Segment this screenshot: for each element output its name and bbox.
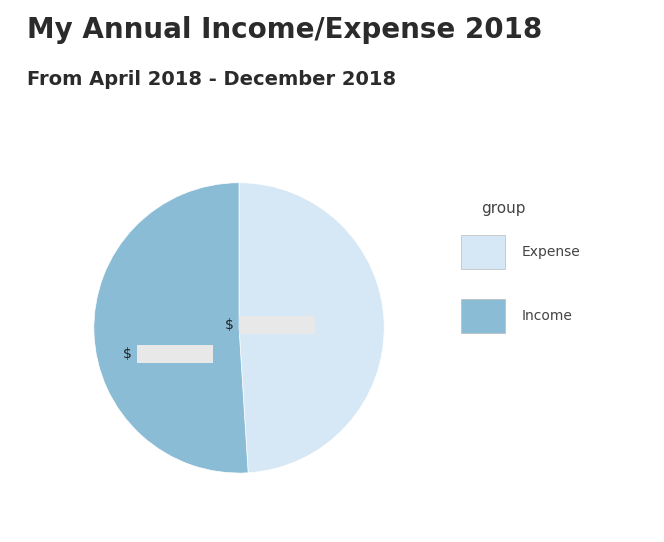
Text: $: $ bbox=[224, 318, 234, 332]
Text: group: group bbox=[481, 201, 526, 216]
Text: Income: Income bbox=[521, 309, 572, 323]
FancyBboxPatch shape bbox=[239, 317, 315, 334]
Text: My Annual Income/Expense 2018: My Annual Income/Expense 2018 bbox=[27, 16, 542, 44]
FancyBboxPatch shape bbox=[461, 299, 505, 333]
Text: Expense: Expense bbox=[521, 245, 580, 259]
Text: From April 2018 - December 2018: From April 2018 - December 2018 bbox=[27, 70, 396, 89]
Text: $: $ bbox=[123, 347, 131, 361]
Wedge shape bbox=[94, 183, 248, 473]
Wedge shape bbox=[239, 183, 384, 473]
FancyBboxPatch shape bbox=[137, 345, 213, 363]
FancyBboxPatch shape bbox=[461, 235, 505, 269]
